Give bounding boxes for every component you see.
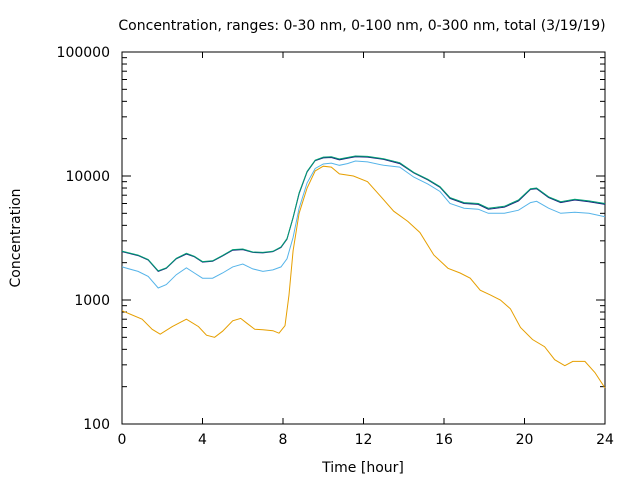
y-tick-label: 100000 xyxy=(57,45,110,61)
x-tick-label: 16 xyxy=(435,432,453,448)
y-tick-label: 10000 xyxy=(65,169,110,185)
axis-ticks: 0 4 8 12 16 20 24 100 1000 10000 100000 xyxy=(57,45,614,448)
x-tick-label: 20 xyxy=(516,432,534,448)
y-tick-label: 1000 xyxy=(74,293,110,309)
series-lines xyxy=(121,155,606,389)
x-tick-label: 4 xyxy=(198,432,207,448)
chart-title: Concentration, ranges: 0-30 nm, 0-100 nm… xyxy=(118,18,605,34)
series-line-1 xyxy=(121,165,606,389)
series-line-3 xyxy=(121,156,606,272)
x-tick-label: 12 xyxy=(355,432,373,448)
y-tick-label: 100 xyxy=(83,417,110,433)
y-axis-label: Concentration xyxy=(8,188,24,287)
x-axis-label: Time [hour] xyxy=(321,460,404,476)
series-line-4 xyxy=(121,155,606,272)
plot-frame xyxy=(121,51,606,425)
x-tick-label: 24 xyxy=(596,432,614,448)
x-tick-label: 8 xyxy=(279,432,288,448)
series-line-2 xyxy=(121,160,606,289)
x-tick-label: 0 xyxy=(118,432,127,448)
